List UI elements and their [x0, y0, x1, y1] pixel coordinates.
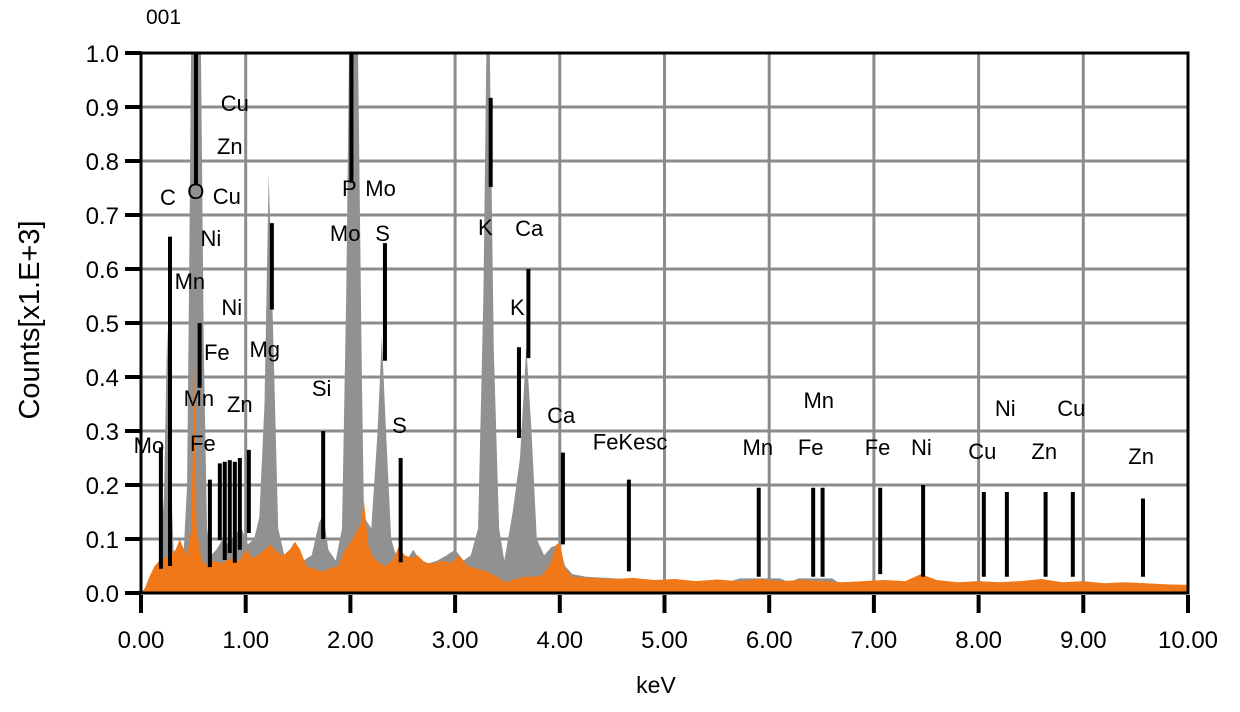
y-tick-label: 0.8 [86, 149, 119, 176]
element-label-Fe: Fe [204, 340, 230, 365]
element-label-S: S [392, 413, 407, 438]
element-label-Si: Si [312, 376, 332, 401]
y-tick-label: 0.6 [86, 257, 119, 284]
element-label-Cu: Cu [213, 184, 241, 209]
y-tick-label: 0.9 [86, 95, 119, 122]
element-label-Ni: Ni [200, 226, 221, 251]
element-label-S: S [375, 221, 390, 246]
x-tick-label: 10.00 [1158, 627, 1218, 654]
y-tick-label: 0.1 [86, 527, 119, 554]
plot-border [139, 51, 1190, 595]
element-label-Mo: Mo [330, 221, 361, 246]
x-tick-label: 5.00 [641, 627, 688, 654]
x-axis-title: keV [636, 672, 676, 698]
element-label-Ca: Ca [547, 403, 576, 428]
element-label-K: K [510, 295, 525, 320]
element-label-Mg: Mg [249, 337, 280, 362]
element-label-Mn: Mn [184, 386, 215, 411]
element-label-Ca: Ca [515, 216, 544, 241]
y-tick-label: 0.5 [86, 311, 119, 338]
element-label-P: P [342, 176, 357, 201]
element-label-Ni: Ni [911, 435, 932, 460]
element-label-Fe: Fe [798, 435, 824, 460]
element-label-Mn: Mn [175, 269, 206, 294]
element-label-K: K [478, 215, 493, 240]
element-label-Cu: Cu [1057, 396, 1085, 421]
element-label-Mn: Mn [803, 388, 834, 413]
y-tick-label: 0.0 [86, 581, 119, 608]
element-label-Fe: Fe [190, 431, 216, 456]
element-label-Cu: Cu [221, 91, 249, 116]
y-tick-label: 0.4 [86, 365, 119, 392]
element-label-Zn: Zn [1031, 439, 1057, 464]
y-tick-label: 0.3 [86, 419, 119, 446]
y-tick-label: 0.2 [86, 473, 119, 500]
element-label-FeKesc: FeKesc [593, 429, 668, 454]
element-label-Mn: Mn [743, 435, 774, 460]
y-axis-title: Counts[x1.E+3] [14, 220, 46, 420]
element-label-Zn: Zn [217, 134, 243, 159]
y-tick-label: 0.7 [86, 203, 119, 230]
spectrum-id-label: 001 [146, 6, 182, 29]
x-tick-label: 3.00 [432, 627, 479, 654]
x-tick-label: 4.00 [536, 627, 583, 654]
element-label-Mo: Mo [134, 433, 165, 458]
series-spectrum-orange [141, 366, 1188, 593]
element-label-O: O [187, 179, 204, 204]
element-label-Mo: Mo [365, 176, 396, 201]
x-tick-label: 6.00 [746, 627, 793, 654]
element-label-C: C [160, 185, 176, 210]
element-label-Ni: Ni [221, 295, 242, 320]
element-label-Ni: Ni [995, 396, 1016, 421]
element-label-Cu: Cu [968, 439, 996, 464]
x-tick-label: 2.00 [327, 627, 374, 654]
element-label-Zn: Zn [1128, 444, 1154, 469]
x-tick-label: 7.00 [851, 627, 898, 654]
element-label-Zn: Zn [227, 392, 253, 417]
x-tick-label: 9.00 [1060, 627, 1107, 654]
series-spectrum-gray [141, 53, 1188, 593]
x-tick-label: 1.00 [222, 627, 269, 654]
y-tick-label: 1.0 [86, 41, 119, 68]
x-tick-label: 8.00 [955, 627, 1002, 654]
element-label-Fe: Fe [865, 435, 891, 460]
x-tick-label: 0.00 [118, 627, 165, 654]
